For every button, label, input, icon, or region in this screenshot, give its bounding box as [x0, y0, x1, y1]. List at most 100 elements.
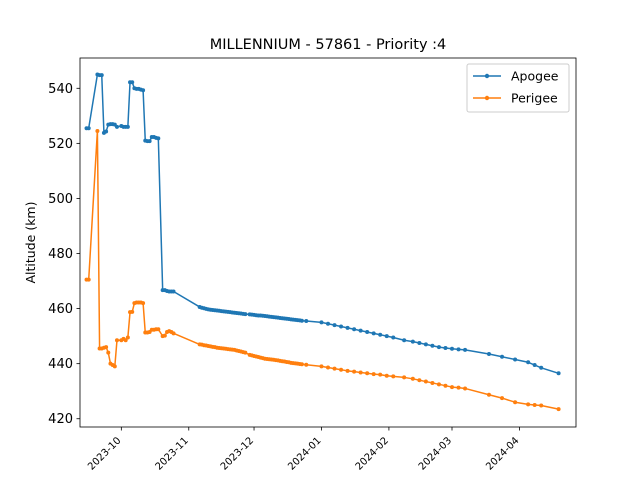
data-point-perigee: [456, 385, 461, 390]
data-point-perigee: [443, 383, 448, 388]
y-tick-label: 540: [48, 82, 73, 97]
data-point-perigee: [86, 277, 91, 282]
y-tick-label: 420: [48, 412, 73, 427]
data-point-apogee: [299, 318, 304, 323]
data-point-apogee: [345, 325, 350, 330]
data-point-apogee: [141, 88, 146, 93]
data-point-apogee: [371, 331, 376, 336]
data-point-perigee: [125, 335, 130, 340]
data-point-perigee: [171, 331, 176, 336]
data-point-apogee: [378, 332, 383, 337]
data-point-apogee: [86, 126, 91, 131]
y-axis-title: Altitude (km): [23, 202, 38, 284]
data-point-apogee: [450, 346, 454, 351]
data-point-perigee: [423, 379, 428, 384]
data-point-perigee: [402, 375, 407, 380]
data-point-perigee: [358, 370, 363, 375]
data-point-perigee: [112, 364, 117, 369]
data-point-perigee: [95, 128, 100, 133]
data-point-perigee: [243, 350, 248, 355]
data-point-apogee: [365, 330, 370, 334]
data-point-perigee: [365, 371, 370, 376]
data-point-perigee: [104, 345, 109, 350]
data-point-apogee: [402, 338, 407, 343]
data-point-perigee: [106, 350, 111, 355]
data-point-apogee: [243, 312, 248, 317]
data-point-apogee: [130, 80, 135, 85]
plot-background: [80, 58, 576, 427]
y-axis: 420 440 460 480 500 520 540: [48, 82, 80, 427]
legend: Apogee Perigee: [466, 63, 570, 113]
series-perigee: [84, 128, 561, 412]
chart-title: MILLENNIUM - 57861 - Priority :4: [210, 37, 447, 53]
data-point-perigee: [332, 366, 337, 371]
data-point-perigee: [486, 392, 491, 397]
data-point-perigee: [114, 338, 119, 343]
data-point-apogee: [463, 347, 468, 352]
data-point-apogee: [500, 354, 505, 359]
data-point-perigee: [371, 372, 376, 377]
data-point-perigee: [410, 376, 415, 381]
y-tick-label: 500: [48, 192, 73, 207]
data-point-perigee: [299, 362, 304, 367]
data-point-apogee: [319, 320, 324, 325]
data-point-apogee: [417, 341, 422, 346]
data-point-perigee: [532, 402, 537, 407]
data-point-apogee: [156, 136, 161, 141]
y-tick-label: 520: [48, 137, 73, 152]
series-layer: [84, 72, 561, 412]
series-apogee: [84, 72, 561, 376]
data-point-perigee: [391, 374, 396, 379]
data-point-perigee: [556, 407, 561, 412]
data-point-apogee: [384, 334, 389, 339]
data-point-apogee: [556, 371, 561, 376]
data-point-apogee: [326, 321, 330, 326]
data-point-perigee: [500, 396, 505, 401]
data-point-apogee: [147, 139, 152, 144]
data-point-apogee: [391, 335, 396, 340]
data-point-apogee: [114, 124, 119, 129]
data-point-apogee: [526, 360, 531, 365]
data-point-apogee: [304, 318, 309, 323]
data-point-apogee: [104, 129, 109, 134]
data-point-apogee: [513, 357, 518, 362]
data-point-perigee: [526, 402, 531, 407]
data-point-perigee: [130, 309, 135, 314]
data-point-perigee: [162, 333, 167, 338]
data-point-perigee: [378, 372, 383, 377]
data-point-perigee: [450, 385, 454, 390]
data-point-perigee: [539, 403, 544, 408]
data-point-apogee: [332, 323, 337, 328]
plot-frame: [79, 57, 577, 428]
legend-marker-apogee: [484, 73, 490, 79]
data-point-apogee: [456, 347, 461, 352]
data-point-apogee: [430, 343, 435, 348]
data-point-apogee: [423, 342, 428, 347]
data-point-apogee: [125, 124, 130, 129]
data-point-perigee: [326, 365, 330, 370]
data-point-apogee: [436, 345, 441, 350]
data-point-apogee: [358, 328, 363, 333]
legend-marker-perigee: [484, 95, 490, 101]
data-point-perigee: [513, 400, 518, 405]
y-tick-label: 480: [48, 247, 73, 262]
data-point-perigee: [436, 382, 441, 387]
data-point-perigee: [345, 368, 350, 373]
data-point-perigee: [384, 373, 389, 378]
data-point-apogee: [486, 352, 491, 357]
data-point-perigee: [430, 380, 435, 385]
data-point-apogee: [171, 289, 176, 294]
y-tick-label: 440: [48, 357, 73, 372]
data-point-apogee: [410, 339, 415, 344]
legend-label-apogee: Apogee: [511, 69, 559, 84]
data-point-apogee: [352, 327, 357, 332]
data-point-apogee: [539, 365, 544, 370]
data-point-apogee: [443, 345, 448, 350]
data-point-perigee: [123, 338, 128, 343]
y-tick-label: 460: [48, 302, 73, 317]
data-point-perigee: [141, 301, 146, 306]
data-point-perigee: [463, 386, 468, 391]
data-point-perigee: [339, 367, 344, 372]
data-point-perigee: [156, 327, 161, 332]
